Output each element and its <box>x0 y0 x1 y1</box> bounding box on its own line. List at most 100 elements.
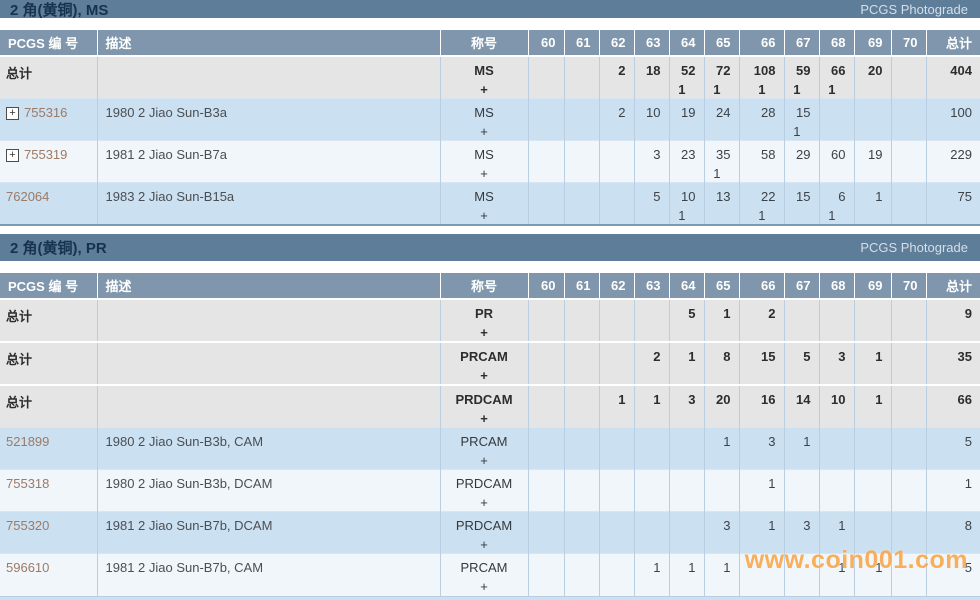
grade-plus-count <box>566 396 591 411</box>
designation-label: MS <box>474 147 494 162</box>
grade-plus-count <box>706 124 731 139</box>
grade-plus-count <box>893 522 918 537</box>
grade-cell-69 <box>853 299 891 342</box>
grade-plus-count <box>893 151 918 166</box>
grade-plus-count <box>821 109 846 124</box>
designation-plus-label: + <box>480 537 488 552</box>
grade-plus-count <box>706 325 731 340</box>
grade-cell-64: 10 1 <box>668 182 704 225</box>
expand-icon[interactable]: + <box>6 149 19 162</box>
grade-plus-count: 1 <box>793 124 801 139</box>
grade-cell-64: 19 <box>668 98 704 141</box>
column-header-grade-62: 62 <box>598 30 634 56</box>
grade-plus-count <box>530 438 556 453</box>
grade-cell-62 <box>598 182 634 225</box>
grade-cell-66: 22 1 <box>738 182 784 225</box>
photograde-link[interactable]: PCGS Photograde <box>860 240 968 255</box>
grade-cell-67: 29 <box>783 140 819 183</box>
grade-plus-count <box>706 537 731 552</box>
grade-cell-61 <box>563 342 599 385</box>
expand-icon[interactable]: + <box>6 107 19 120</box>
designation-cell: MS + <box>439 140 528 183</box>
grade-plus-count <box>893 564 918 579</box>
grade-plus-count <box>636 82 661 97</box>
grade-plus-count <box>566 564 591 579</box>
grade-count: 1 <box>838 518 846 533</box>
row-total-cell: 8 <box>925 511 980 554</box>
grade-cell-65: 35 1 <box>703 140 739 183</box>
grade-cell-69 <box>853 469 891 512</box>
grade-cell-65: 24 <box>703 98 739 141</box>
grade-cell-70 <box>890 98 926 141</box>
grade-count: 1 <box>723 560 731 575</box>
grade-plus-count <box>601 124 626 139</box>
designation-cell: PRDCAM + <box>439 385 528 428</box>
grade-count: 1 <box>875 392 883 407</box>
grade-cell-68 <box>818 98 854 141</box>
grade-plus-count <box>671 522 696 537</box>
grade-plus-count <box>786 208 811 223</box>
pcgs-number-link[interactable]: 755320 <box>6 518 50 533</box>
grade-cell-70 <box>890 469 926 512</box>
pcgs-number-link[interactable]: 755318 <box>6 476 50 491</box>
grade-cell-62 <box>598 140 634 183</box>
grade-count: 2 <box>653 349 661 364</box>
column-header-grade-60: 60 <box>527 273 564 299</box>
grade-cell-69 <box>853 98 891 141</box>
grade-cell-70 <box>890 299 926 342</box>
grade-count: 1 <box>618 392 626 407</box>
grade-count: 1 <box>688 560 696 575</box>
grade-cell-70 <box>890 140 926 183</box>
grade-cell-69: 1 <box>853 182 891 225</box>
pcgs-number-cell: 755320 <box>0 512 97 554</box>
grade-cell-63: 5 <box>633 182 669 225</box>
row-total-cell: 9 <box>925 299 980 342</box>
table-row: 755320 1981 2 Jiao Sun-B7b, DCAM PRDCAM +3 1… <box>0 511 980 554</box>
grade-cell-63 <box>633 511 669 554</box>
grade-count: 10 <box>646 105 661 120</box>
pcgs-number-link[interactable]: 755316 <box>24 105 68 120</box>
grade-plus-count <box>821 411 846 426</box>
grade-plus-count <box>636 411 661 426</box>
grade-plus-count <box>530 151 556 166</box>
grade-cell-62 <box>598 342 634 385</box>
description-cell: 1983 2 Jiao Sun-B15a <box>96 182 440 225</box>
description-cell: 1981 2 Jiao Sun-B7b, CAM <box>96 553 440 596</box>
grade-cell-66: 58 <box>738 140 784 183</box>
grade-plus-count <box>530 564 556 579</box>
grade-plus-count: 1 <box>713 82 721 97</box>
grade-cell-70 <box>890 182 926 225</box>
total-row: 总计 PRDCAM +1 1 3 20 16 14 10 1 66 <box>0 385 980 428</box>
row-total-cell: 5 <box>925 427 980 470</box>
table-header-row: PCGS 编 号描述 称号 60 61 62 63 64 65 66 67 68 69 70 总计 <box>0 30 980 56</box>
pcgs-number-link[interactable]: 762064 <box>6 189 50 204</box>
grade-cell-66: 15 <box>738 342 784 385</box>
grade-cell-63 <box>633 427 669 470</box>
grade-cell-67 <box>783 469 819 512</box>
designation-plus-label: + <box>480 411 488 426</box>
pcgs-number-link[interactable]: 521899 <box>6 434 50 449</box>
photograde-link[interactable]: PCGS Photograde <box>860 1 968 17</box>
section-title: 2 角(黄铜), PR <box>10 240 107 257</box>
table-row: 755318 1980 2 Jiao Sun-B3b, DCAM PRDCAM +1 1 <box>0 469 980 512</box>
grade-plus-count: 1 <box>713 166 721 181</box>
grade-count: 1 <box>723 434 731 449</box>
column-header-grade-61: 61 <box>563 30 599 56</box>
grade-cell-67: 59 1 <box>783 56 819 99</box>
pcgs-number-link[interactable]: 596610 <box>6 560 50 575</box>
column-header-total: 总计 <box>925 273 980 299</box>
grade-plus-count <box>671 411 696 426</box>
grade-count: 3 <box>838 349 846 364</box>
grade-plus-count <box>636 438 661 453</box>
column-header-total: 总计 <box>925 30 980 56</box>
grade-cell-65: 8 <box>703 342 739 385</box>
grade-count: 15 <box>761 349 776 364</box>
pcgs-number-cell: 521899 <box>0 428 97 470</box>
grade-cell-66: 108 1 <box>738 56 784 99</box>
grade-plus-count <box>821 480 846 495</box>
grade-count: 10 <box>681 189 696 204</box>
pcgs-number-link[interactable]: 755319 <box>24 147 68 162</box>
grade-cell-61 <box>563 182 599 225</box>
